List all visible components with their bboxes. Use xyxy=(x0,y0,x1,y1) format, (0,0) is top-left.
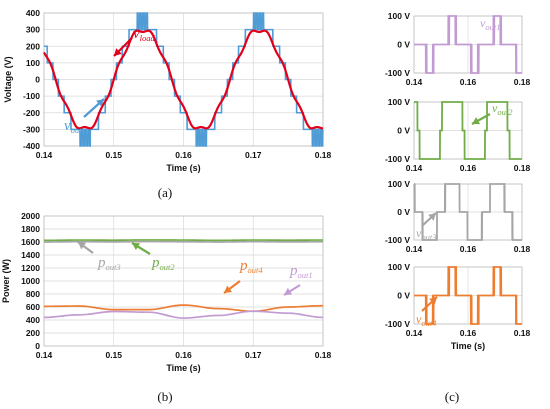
label-vout: vout xyxy=(64,118,82,135)
xtick-c2-1: 0.16 xyxy=(460,163,477,173)
xlabel-c4: Time (s) xyxy=(451,341,485,351)
ytick-c3-2: 100 V xyxy=(388,179,411,189)
ytick-b-9: 1800 xyxy=(21,224,40,234)
ytick-a-5: 100 xyxy=(26,58,40,68)
xtick-b-2: 0.16 xyxy=(175,350,192,360)
xtick-b-0: 0.14 xyxy=(36,350,53,360)
series-p1 xyxy=(43,310,324,319)
xtick-a-0: 0.14 xyxy=(36,150,53,160)
arrow-vout3-head xyxy=(428,213,436,221)
label-pout4: pout4 xyxy=(239,258,263,275)
arrow-vout2-head xyxy=(472,117,481,125)
xtick-c3-2: 0.18 xyxy=(514,244,531,254)
xtick-c1-1: 0.16 xyxy=(460,77,477,87)
xtick-c2-0: 0.14 xyxy=(406,163,423,173)
arrow-vout4-head xyxy=(429,297,437,305)
ytick-b-10: 2000 xyxy=(21,211,40,221)
ytick-c4-1: 0 V xyxy=(397,291,410,301)
series-vload xyxy=(43,29,324,130)
arrow-vout-head xyxy=(96,99,104,107)
xtick-a-3: 0.17 xyxy=(245,150,262,160)
xtick-a-2: 0.16 xyxy=(175,150,192,160)
ytick-c2-1: 0 V xyxy=(397,126,410,136)
ytick-c1-2: 100 V xyxy=(388,11,411,21)
ytick-b-2: 400 xyxy=(26,315,40,325)
ytick-c1-0: -100 V xyxy=(385,68,410,78)
ytick-b-1: 200 xyxy=(26,328,40,338)
xtick-b-4: 0.18 xyxy=(315,350,332,360)
series-vout4 xyxy=(414,266,522,325)
series-vout3 xyxy=(413,183,522,241)
ytick-b-6: 1200 xyxy=(21,263,40,273)
ytick-c4-2: 100 V xyxy=(388,262,411,272)
series-layer xyxy=(43,12,522,325)
xtick-a-4: 0.18 xyxy=(315,150,332,160)
caption-b: (b) xyxy=(157,389,172,404)
plot-frame-b xyxy=(43,215,324,347)
xtick-c4-0: 0.14 xyxy=(406,328,423,338)
series-vout1 xyxy=(414,15,522,74)
xtick-b-3: 0.17 xyxy=(245,350,262,360)
ytick-b-5: 1000 xyxy=(21,276,40,286)
xtick-c3-0: 0.14 xyxy=(406,244,423,254)
labels-layer: vload vout pout3 pout2 pout4 pout1 vout1 vout2 v… xyxy=(64,16,513,328)
xlabel-a: Time (s) xyxy=(166,163,200,173)
ytick-a-3: -100 xyxy=(23,91,40,101)
ytick-c2-0: -100 V xyxy=(385,154,410,164)
caption-a: (a) xyxy=(158,185,172,200)
ytick-b-3: 600 xyxy=(26,302,40,312)
series-p4 xyxy=(43,304,324,313)
ytick-c3-1: 0 V xyxy=(397,207,410,217)
label-vout1: vout1 xyxy=(480,16,500,32)
ytick-c4-0: -100 V xyxy=(385,319,410,329)
ytick-a-6: 200 xyxy=(26,41,40,51)
series-vout2 xyxy=(414,101,522,160)
ytick-c2-2: 100 V xyxy=(388,97,411,107)
arrow-pout2-head xyxy=(132,243,141,251)
ytick-a-8: 400 xyxy=(26,8,40,18)
ytick-a-1: -300 xyxy=(23,124,40,134)
ytick-c3-0: -100 V xyxy=(385,235,410,245)
label-vout3: vout3 xyxy=(416,226,436,242)
ytick-a-7: 300 xyxy=(26,25,40,35)
ytick-b-7: 1400 xyxy=(21,250,40,260)
arrow-pout4-head xyxy=(224,285,232,293)
ylabel-b: Power (W) xyxy=(1,259,11,303)
label-pout1: pout1 xyxy=(289,263,313,280)
xtick-c4-1: 0.16 xyxy=(460,328,477,338)
xtick-c3-1: 0.16 xyxy=(460,244,477,254)
ytick-a-0: -400 xyxy=(23,141,40,151)
ytick-b-4: 800 xyxy=(26,289,40,299)
xtick-c4-2: 0.18 xyxy=(514,328,531,338)
label-pout3: pout3 xyxy=(97,255,121,272)
xtick-a-1: 0.15 xyxy=(105,150,122,160)
ytick-b-0: 0 xyxy=(35,341,40,351)
ytick-c1-1: 0 V xyxy=(397,40,410,50)
arrow-pout1-head xyxy=(284,287,293,295)
label-vout4: vout4 xyxy=(416,312,437,328)
ytick-b-8: 1600 xyxy=(21,237,40,247)
ytick-a-2: -200 xyxy=(23,108,40,118)
xtick-c1-0: 0.14 xyxy=(406,77,423,87)
label-pout2: pout2 xyxy=(151,255,175,272)
arrow-vload-head xyxy=(114,48,122,56)
xlabel-b: Time (s) xyxy=(166,363,200,373)
xtick-c1-2: 0.18 xyxy=(514,77,531,87)
caption-c: (c) xyxy=(445,389,459,404)
arrow-pout3-head xyxy=(78,242,87,250)
label-vload: vload xyxy=(133,26,156,43)
xtick-c2-2: 0.18 xyxy=(514,163,531,173)
label-vout2: vout2 xyxy=(492,101,513,117)
ytick-a-4: 0 xyxy=(35,75,40,85)
ylabel-a: Voltage (V) xyxy=(3,56,13,102)
xtick-b-1: 0.15 xyxy=(105,350,122,360)
plot-frame-a xyxy=(43,12,324,147)
